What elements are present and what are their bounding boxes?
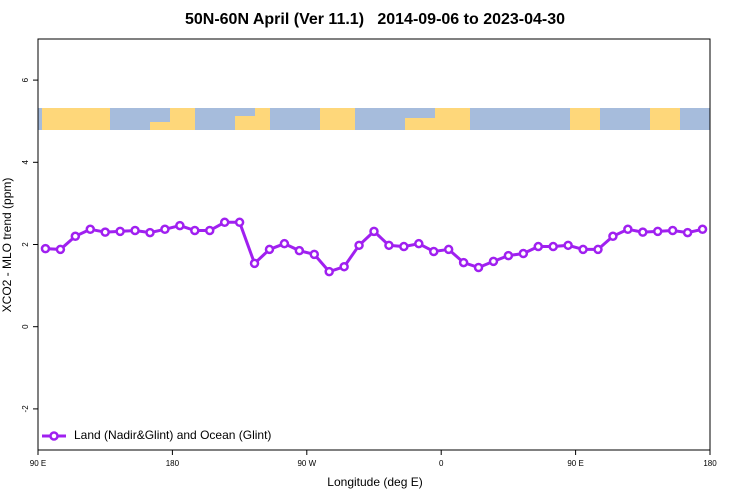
- point: [234, 217, 245, 228]
- point: [414, 238, 424, 249]
- point: [294, 245, 305, 256]
- point: [369, 226, 379, 237]
- y-tick-label: 6: [21, 77, 30, 82]
- point: [682, 227, 693, 238]
- point: [652, 226, 663, 237]
- point: [384, 240, 394, 251]
- point: [443, 244, 454, 255]
- point: [219, 217, 230, 228]
- point: [175, 220, 185, 231]
- point: [488, 256, 499, 267]
- point: [697, 224, 708, 235]
- point: [518, 248, 529, 259]
- point: [40, 243, 51, 254]
- point: [190, 225, 200, 236]
- x-tick-label: 90 W: [297, 459, 316, 468]
- point: [473, 262, 484, 273]
- point: [279, 238, 290, 249]
- point: [130, 225, 140, 236]
- x-tick-label: 180: [166, 459, 180, 468]
- x-axis-label: Longitude (deg E): [327, 475, 422, 489]
- point: [145, 227, 155, 238]
- point: [354, 240, 364, 251]
- y-tick-label: 2: [21, 242, 30, 247]
- point: [399, 241, 409, 252]
- point: [608, 231, 618, 242]
- y-tick-label: 4: [21, 160, 30, 165]
- point: [428, 246, 439, 257]
- point: [339, 261, 349, 272]
- point: [548, 241, 558, 252]
- x-tick-label: 90 E: [30, 459, 46, 468]
- x-tick-label: 90 E: [567, 459, 583, 468]
- legend-marker: [49, 431, 59, 441]
- point: [503, 250, 514, 261]
- point: [578, 244, 588, 255]
- point: [324, 266, 334, 277]
- point: [264, 244, 275, 255]
- point: [100, 227, 110, 237]
- point: [160, 224, 170, 235]
- point: [55, 244, 66, 255]
- plot-frame: [37, 38, 711, 451]
- point: [115, 226, 125, 237]
- point: [85, 224, 96, 235]
- point: [458, 257, 469, 268]
- x-tick-label: 0: [439, 459, 444, 468]
- point: [593, 244, 603, 255]
- point: [533, 241, 544, 252]
- map-band: [38, 108, 710, 130]
- point: [623, 224, 633, 235]
- point: [70, 231, 81, 242]
- legend-label: Land (Nadir&Glint) and Ocean (Glint): [74, 428, 271, 442]
- point: [667, 225, 678, 236]
- point: [563, 240, 573, 251]
- y-tick-label: 0: [21, 324, 30, 329]
- y-axis-label: XCO2 - MLO trend (ppm): [0, 178, 14, 313]
- point: [204, 225, 215, 236]
- point: [638, 227, 648, 237]
- point: [309, 249, 320, 260]
- point: [249, 258, 260, 269]
- x-tick-label: 180: [703, 459, 717, 468]
- chart-title: 50N-60N April (Ver 11.1) 2014-09-06 to 2…: [185, 11, 565, 28]
- y-tick-label: -2: [21, 405, 30, 413]
